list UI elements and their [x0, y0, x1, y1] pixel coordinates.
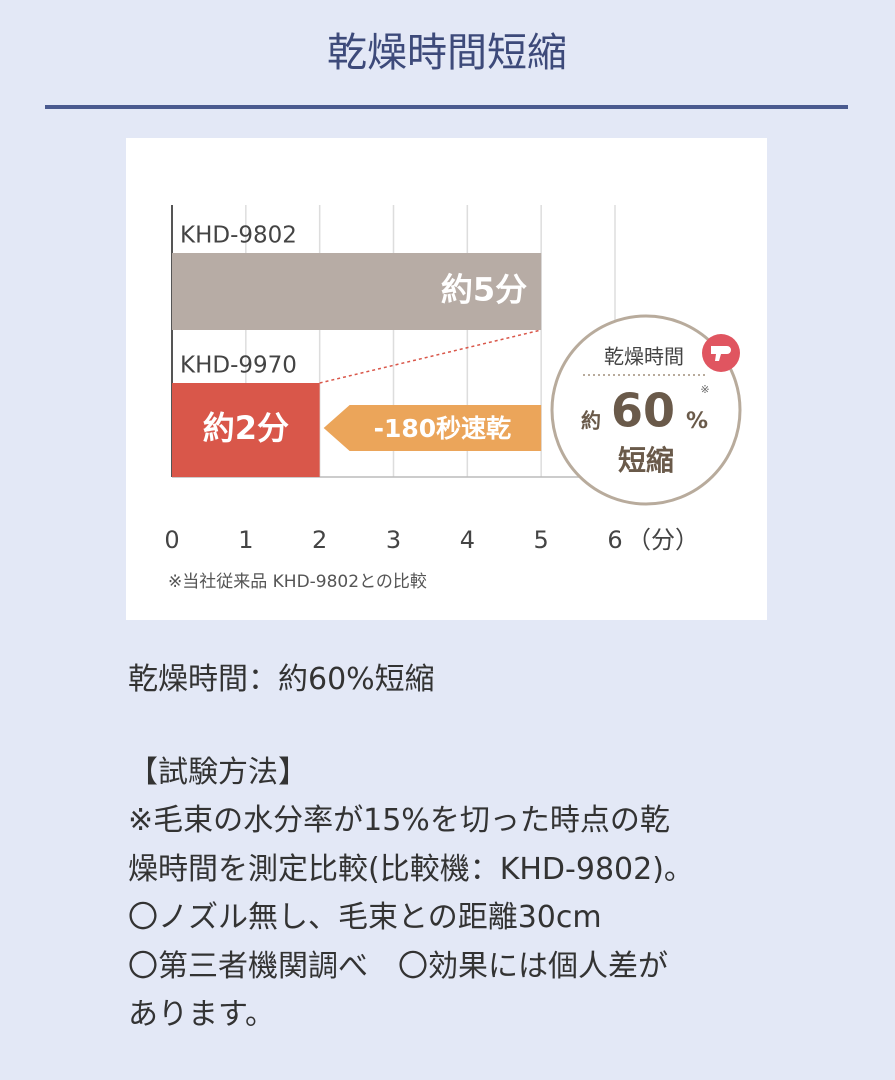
x-tick-label: 6 — [607, 526, 622, 554]
body-text: 乾燥時間：約60%短縮 【試験方法】 ※毛束の水分率が15%を切った時点の乾 燥時… — [128, 656, 694, 1040]
badge-label: 乾燥時間 — [604, 345, 684, 369]
page-title: 乾燥時間短縮 — [327, 30, 567, 76]
title-rule — [45, 105, 848, 109]
x-tick-label: 3 — [386, 526, 401, 554]
x-tick-label: 0 — [164, 526, 179, 554]
dryer-glyph — [711, 346, 731, 361]
badge-ring — [550, 314, 742, 506]
method-title: 【試験方法】 — [128, 754, 308, 790]
x-tick-label: 4 — [460, 526, 475, 554]
badge-suffix: 短縮 — [618, 444, 674, 477]
summary: 乾燥時間：約60%短縮 — [128, 662, 435, 697]
x-unit: （分） — [627, 526, 699, 554]
footnote: ※当社従来品 KHD-9802との比較 — [168, 572, 427, 592]
bar — [172, 383, 320, 477]
badge-unit: % — [686, 409, 708, 434]
method-line: 〇第三者機関調べ 〇効果には個人差が — [128, 948, 668, 984]
badge-prefix: 約 — [581, 409, 601, 433]
badge-value: 60 — [611, 384, 675, 438]
x-tick-label: 2 — [312, 526, 327, 554]
reduction-arrow — [323, 405, 542, 451]
method-line: 燥時間を測定比較(比較機：KHD-9802)。 — [128, 851, 694, 887]
value-label: 約2分 — [203, 409, 289, 447]
arrow-label: -180秒速乾 — [374, 414, 512, 443]
method-line: あります。 — [128, 997, 275, 1032]
method-line: 〇ノズル無し、毛束との距離30cm — [128, 900, 602, 935]
value-label: 約5分 — [441, 271, 527, 309]
x-tick-label: 5 — [534, 526, 549, 554]
category-label: KHD-9802 — [180, 223, 297, 249]
bar — [172, 253, 542, 330]
method-line: ※毛束の水分率が15%を切った時点の乾 — [128, 803, 670, 838]
x-tick-label: 1 — [238, 526, 253, 554]
category-label: KHD-9970 — [180, 353, 297, 379]
badge-mark: ※ — [700, 383, 709, 396]
connector — [319, 329, 542, 384]
